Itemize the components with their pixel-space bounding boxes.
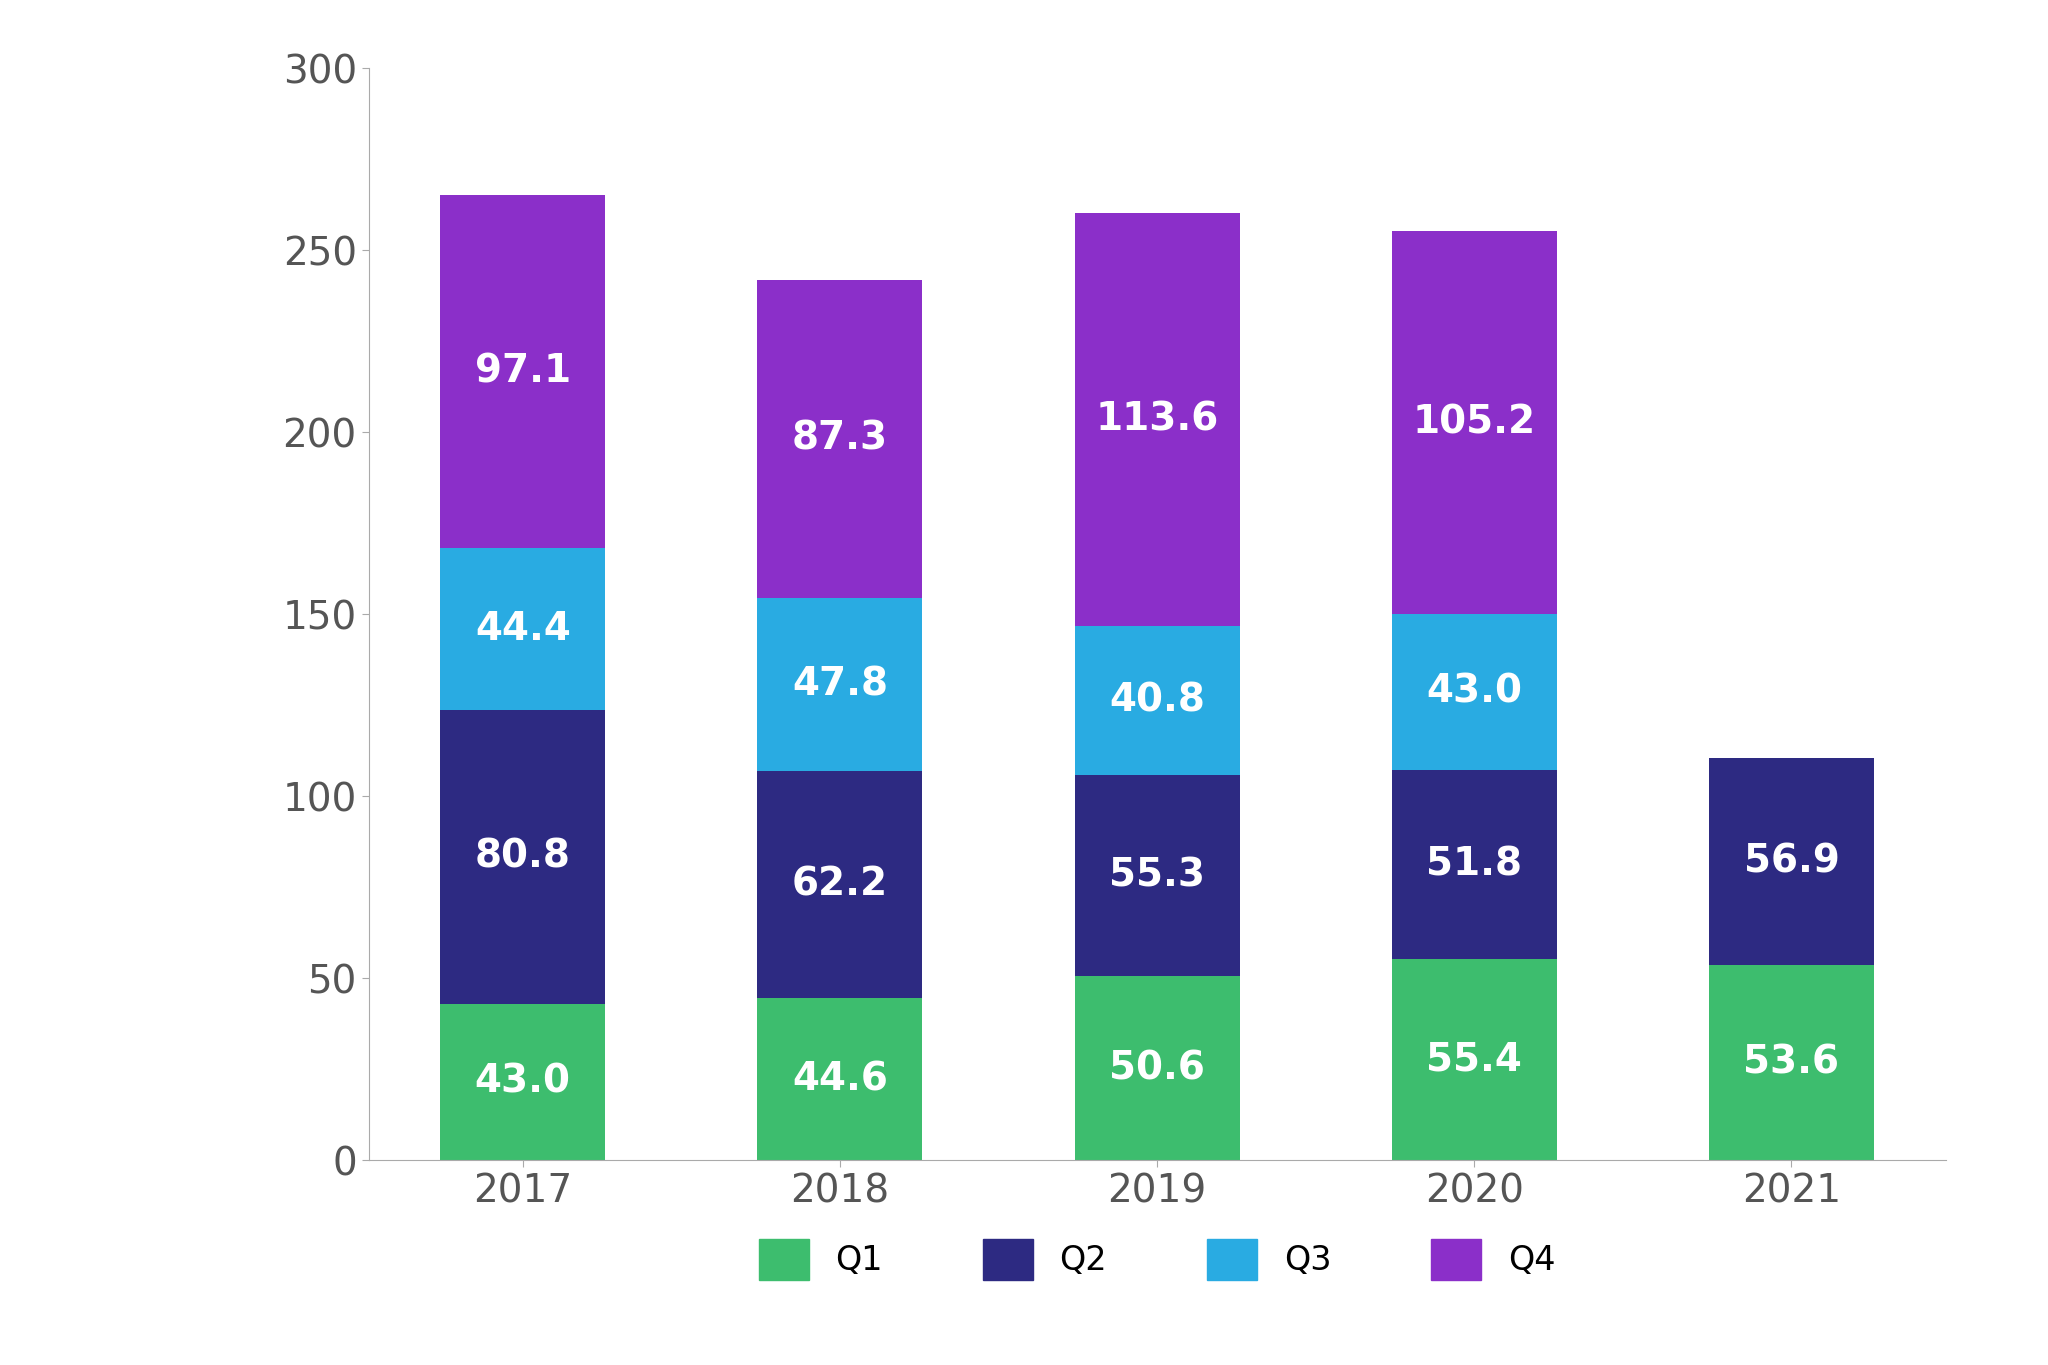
Text: 62.2: 62.2 (793, 865, 889, 904)
Text: 113.6: 113.6 (1096, 400, 1219, 438)
Bar (440, 710, 606, 1003)
Legend: Q1, Q2, Q3, Q4: Q1, Q2, Q3, Q4 (741, 1223, 1573, 1297)
Text: 51.8: 51.8 (1425, 845, 1522, 883)
Bar (758, 598, 922, 771)
Text: 105.2: 105.2 (1413, 403, 1536, 441)
Text: 55.4: 55.4 (1425, 1040, 1522, 1078)
Text: 43.0: 43.0 (475, 1063, 571, 1102)
Text: 55.3: 55.3 (1110, 856, 1204, 894)
Bar (1075, 976, 1239, 1160)
Text: 44.6: 44.6 (793, 1061, 889, 1097)
Text: 43.0: 43.0 (1425, 673, 1522, 711)
Text: 97.1: 97.1 (475, 352, 571, 390)
Bar (1393, 613, 1556, 770)
Bar (758, 998, 922, 1160)
Text: 87.3: 87.3 (793, 419, 889, 457)
Text: 56.9: 56.9 (1743, 842, 1839, 880)
Bar (440, 195, 606, 547)
Text: 53.6: 53.6 (1743, 1044, 1839, 1081)
Bar (1393, 231, 1556, 613)
Bar (440, 1003, 606, 1160)
Bar (1075, 213, 1239, 627)
Bar (1708, 965, 1874, 1160)
Bar (440, 547, 606, 710)
Bar (1708, 758, 1874, 965)
Text: 80.8: 80.8 (475, 838, 571, 876)
Text: 44.4: 44.4 (475, 610, 571, 648)
Bar (758, 771, 922, 998)
Text: 47.8: 47.8 (793, 666, 889, 703)
Text: 40.8: 40.8 (1110, 681, 1204, 719)
Text: 50.6: 50.6 (1110, 1050, 1204, 1087)
Bar (1393, 770, 1556, 958)
Bar (1393, 958, 1556, 1160)
Bar (758, 280, 922, 598)
Bar (1075, 627, 1239, 775)
Bar (1075, 775, 1239, 976)
